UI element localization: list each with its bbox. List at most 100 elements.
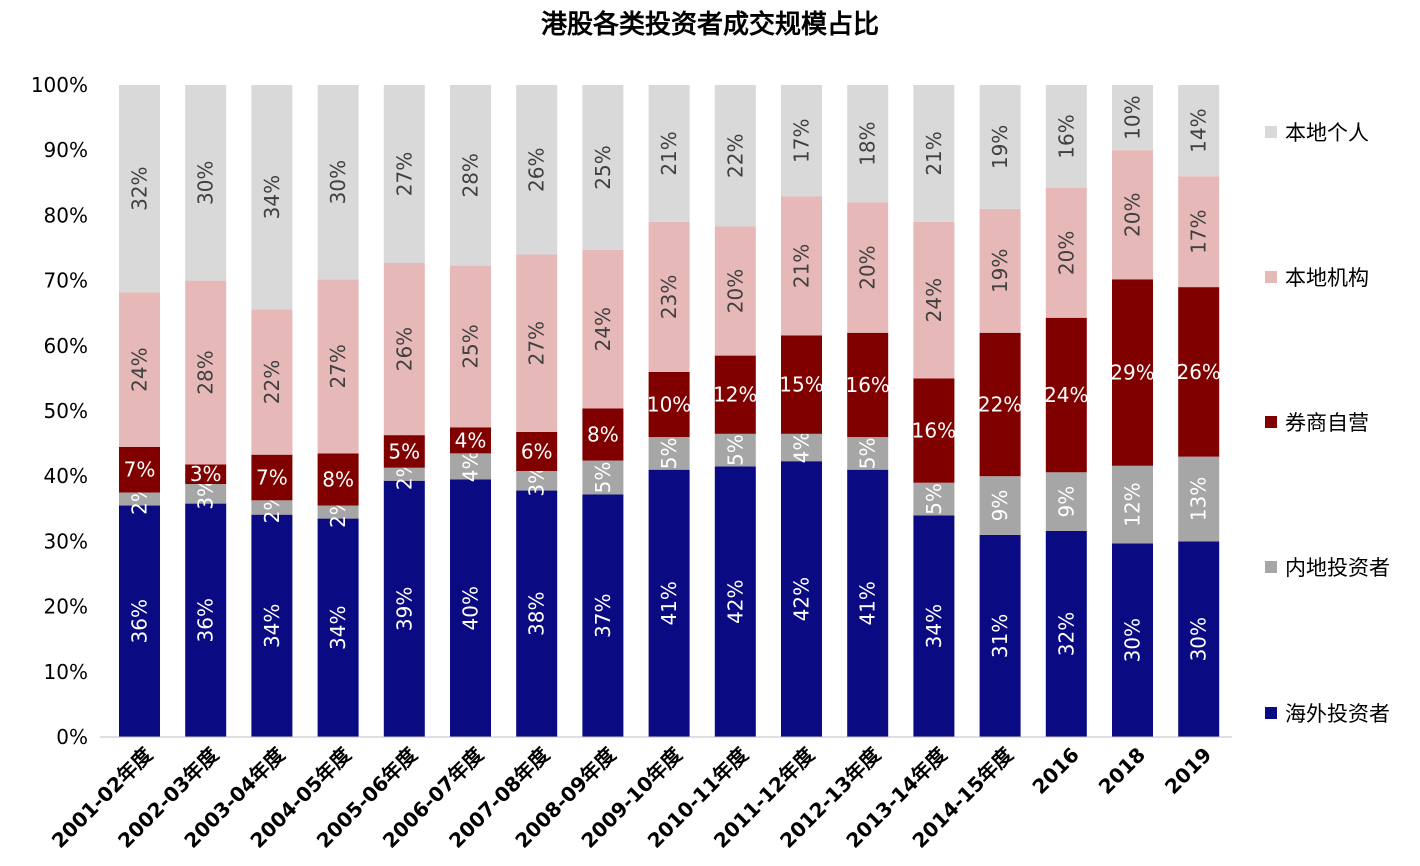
data-label: 24% (591, 307, 615, 351)
bar-segment (781, 461, 822, 737)
data-label: 5% (723, 434, 747, 466)
data-label: 41% (856, 581, 880, 625)
data-label: 4% (790, 432, 814, 464)
bar-segment (383, 85, 425, 263)
data-label: 22% (723, 134, 747, 178)
bar-segment (1178, 287, 1220, 457)
legend-item: 本地机构 (1265, 266, 1369, 290)
legend-label: 内地投资者 (1285, 556, 1390, 580)
bar-stack: 36%3%3%28%30% (185, 85, 227, 737)
bar-segment (1045, 85, 1087, 189)
bar-stack: 34%2%7%22%34% (251, 85, 293, 737)
data-label: 4% (459, 451, 483, 483)
bar-segment (516, 254, 558, 432)
data-label: 34% (922, 604, 946, 648)
data-label: 18% (856, 121, 880, 165)
y-tick-label: 30% (44, 529, 88, 553)
data-label: 16% (912, 419, 956, 443)
bar-segment (781, 433, 822, 462)
bar-segment (979, 534, 1021, 737)
data-label: 6% (521, 439, 553, 463)
bar-stack: 34%2%8%27%30% (317, 85, 359, 737)
legend-label: 券商自营 (1285, 411, 1369, 435)
bar-stack: 36%2%7%24%32% (119, 85, 160, 737)
bar-segment (185, 484, 227, 504)
legend-swatch (1265, 126, 1277, 138)
bar-stack: 34% 5% 16% 24% 21% (912, 85, 956, 737)
data-label: 21% (790, 244, 814, 288)
legend-label: 海外投资者 (1285, 702, 1390, 726)
data-label: 16% (845, 373, 889, 397)
x-tick-label: 2019 (1160, 743, 1216, 799)
bar-segment (317, 518, 359, 737)
bar-stack: 40% 4%4% 25% 28% (450, 85, 491, 737)
x-tick-label: 2018 (1094, 743, 1150, 799)
bar-segment (913, 515, 955, 737)
data-label: 22% (978, 392, 1022, 416)
legend-item: 海外投资者 (1265, 702, 1390, 726)
data-label: 20% (1121, 193, 1145, 237)
bar-stack: 31% 9% 22% 19% 19% (978, 85, 1022, 737)
data-label: 3% (190, 462, 222, 486)
bar-segment (913, 482, 955, 516)
data-label: 32% (128, 166, 152, 210)
bar-segment (516, 431, 558, 471)
data-label: 4% (455, 428, 487, 452)
bar-segment (781, 85, 822, 197)
bar-segment (450, 85, 491, 266)
data-label: 36% (128, 599, 152, 643)
data-label: 36% (194, 598, 218, 642)
y-tick-label: 70% (44, 269, 88, 293)
bar-segment (847, 202, 889, 333)
bar-segment (979, 208, 1021, 333)
bar-segment (185, 85, 227, 281)
bar-stack: 41% 5% 10% 23% 21% (647, 85, 691, 737)
bar-segment (847, 332, 889, 438)
bar-segment (847, 469, 889, 737)
bar-segment (516, 85, 558, 255)
data-label: 10% (1121, 95, 1145, 139)
bar-segment (317, 85, 359, 280)
bar-segment (383, 480, 425, 737)
bar-segment (1178, 541, 1220, 737)
bar-stack: 41% 5% 16% 20% 18% (845, 85, 890, 737)
data-label: 25% (459, 324, 483, 368)
data-label: 20% (723, 269, 747, 313)
bar-segment (979, 332, 1021, 477)
bar-segment (1045, 188, 1087, 318)
bar-segment (119, 292, 160, 447)
bar-segment (1178, 85, 1220, 177)
bar-segment (847, 437, 889, 470)
bar-segment (185, 280, 227, 465)
data-label: 41% (657, 581, 681, 625)
bar-segment (714, 85, 756, 227)
bar-segment (781, 335, 822, 434)
data-label: 34% (260, 604, 284, 648)
y-tick-label: 100% (31, 73, 88, 97)
bar-segment (913, 378, 955, 483)
data-label: 25% (591, 145, 615, 189)
data-label: 30% (194, 161, 218, 205)
data-label: 19% (988, 249, 1012, 293)
bar-segment (516, 470, 558, 491)
bar-segment (317, 453, 359, 506)
data-label: 27% (525, 321, 549, 365)
bar-segment (582, 249, 624, 409)
data-label: 27% (326, 344, 350, 388)
bar-segment (648, 437, 690, 470)
data-label: 42% (790, 577, 814, 621)
x-tick-label: 2016 (1027, 743, 1083, 799)
bar-segment (582, 85, 624, 250)
bar-segment (185, 503, 227, 737)
data-label: 16% (1054, 114, 1078, 158)
bar-segment (450, 265, 491, 428)
data-label: 10% (647, 392, 691, 416)
y-tick-label: 50% (44, 399, 88, 423)
bar-segment (781, 196, 822, 336)
y-tick-label: 40% (44, 464, 88, 488)
legend-swatch (1265, 707, 1277, 719)
legend-swatch (1265, 416, 1277, 428)
legend-swatch (1265, 271, 1277, 283)
data-label: 17% (1187, 209, 1211, 253)
